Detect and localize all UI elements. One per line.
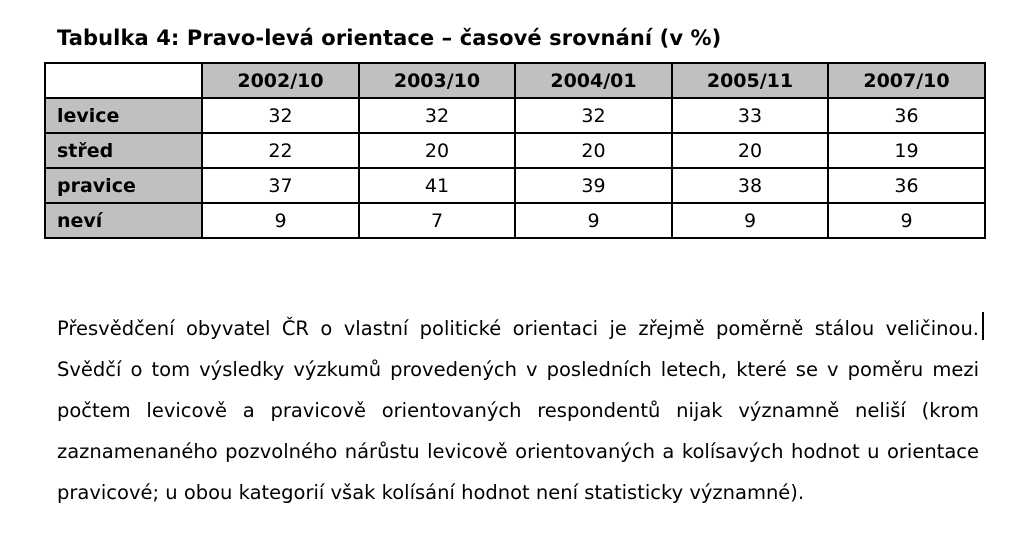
table-cell: 7 xyxy=(358,202,516,239)
column-header: 2003/10 xyxy=(358,62,516,99)
column-header: 2007/10 xyxy=(827,62,986,99)
column-header: 2005/11 xyxy=(671,62,829,99)
table-cell: 32 xyxy=(514,97,673,134)
orientation-table: 2002/10 2003/10 2004/01 2005/11 2007/10 … xyxy=(44,62,986,239)
table-cell: 9 xyxy=(201,202,360,239)
row-header: pravice xyxy=(44,167,203,204)
column-header: 2004/01 xyxy=(514,62,673,99)
text-cursor xyxy=(982,312,984,340)
table-cell: 41 xyxy=(358,167,516,204)
body-paragraph: Přesvědčení obyvatel ČR o vlastní politi… xyxy=(57,317,979,504)
row-header: neví xyxy=(44,202,203,239)
table-row: střed 22 20 20 20 19 xyxy=(44,132,986,169)
table-cell: 32 xyxy=(201,97,360,134)
table-cell: 20 xyxy=(671,132,829,169)
table-row: pravice 37 41 39 38 36 xyxy=(44,167,986,204)
table-caption: Tabulka 4: Pravo-levá orientace – časové… xyxy=(57,26,722,50)
table-cell: 36 xyxy=(827,97,986,134)
table-cell: 37 xyxy=(201,167,360,204)
table-cell: 9 xyxy=(671,202,829,239)
table-cell: 20 xyxy=(514,132,673,169)
table-cell: 36 xyxy=(827,167,986,204)
table-cell: 9 xyxy=(514,202,673,239)
table-header-row: 2002/10 2003/10 2004/01 2005/11 2007/10 xyxy=(44,62,986,99)
table-corner-cell xyxy=(44,62,203,99)
table-cell: 38 xyxy=(671,167,829,204)
row-header: levice xyxy=(44,97,203,134)
column-header: 2002/10 xyxy=(201,62,360,99)
table-cell: 33 xyxy=(671,97,829,134)
table-row: levice 32 32 32 33 36 xyxy=(44,97,986,134)
table-row: neví 9 7 9 9 9 xyxy=(44,202,986,239)
table-cell: 20 xyxy=(358,132,516,169)
table-cell: 19 xyxy=(827,132,986,169)
table-cell: 9 xyxy=(827,202,986,239)
row-header: střed xyxy=(44,132,203,169)
table-cell: 32 xyxy=(358,97,516,134)
table-cell: 39 xyxy=(514,167,673,204)
table-cell: 22 xyxy=(201,132,360,169)
